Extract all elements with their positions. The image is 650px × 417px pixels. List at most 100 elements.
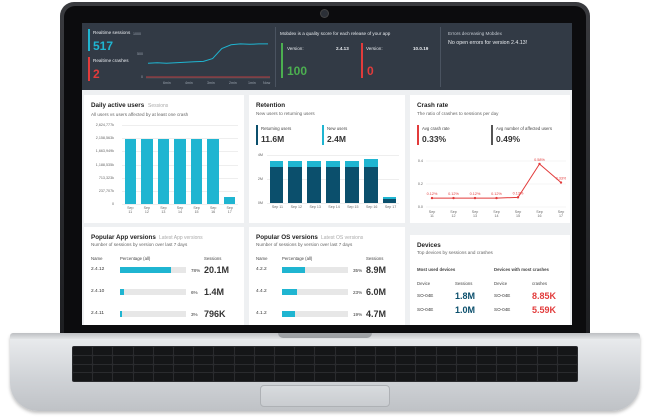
key[interactable] <box>376 347 396 355</box>
key[interactable] <box>73 347 93 355</box>
key[interactable] <box>254 347 274 355</box>
key[interactable] <box>254 364 274 373</box>
key[interactable] <box>194 355 214 364</box>
key[interactable] <box>194 347 214 355</box>
key[interactable] <box>153 373 173 381</box>
key[interactable] <box>315 347 335 355</box>
key[interactable] <box>376 355 396 364</box>
key[interactable] <box>234 373 254 381</box>
key[interactable] <box>214 355 234 364</box>
key[interactable] <box>557 347 577 355</box>
trackpad[interactable] <box>260 385 390 407</box>
key[interactable] <box>73 355 93 364</box>
key[interactable] <box>275 355 295 364</box>
key[interactable] <box>133 347 153 355</box>
key[interactable] <box>396 347 416 355</box>
crash-rate-point[interactable] <box>452 196 455 200</box>
key[interactable] <box>133 364 153 373</box>
key[interactable] <box>477 347 497 355</box>
key[interactable] <box>214 364 234 373</box>
key[interactable] <box>477 364 497 373</box>
key[interactable] <box>436 373 456 381</box>
key[interactable] <box>113 364 133 373</box>
key[interactable] <box>315 355 335 364</box>
key[interactable] <box>295 373 315 381</box>
key[interactable] <box>557 355 577 364</box>
key[interactable] <box>315 364 335 373</box>
key[interactable] <box>557 373 577 381</box>
key[interactable] <box>335 347 355 355</box>
key[interactable] <box>477 355 497 364</box>
key[interactable] <box>477 373 497 381</box>
key[interactable] <box>376 373 396 381</box>
key[interactable] <box>93 355 113 364</box>
key[interactable] <box>234 364 254 373</box>
key[interactable] <box>416 373 436 381</box>
key[interactable] <box>396 373 416 381</box>
key[interactable] <box>234 355 254 364</box>
key[interactable] <box>497 347 517 355</box>
key[interactable] <box>194 364 214 373</box>
key[interactable] <box>537 364 557 373</box>
key[interactable] <box>537 373 557 381</box>
key[interactable] <box>416 347 436 355</box>
crash-rate-point[interactable] <box>430 196 434 200</box>
key[interactable] <box>436 347 456 355</box>
key[interactable] <box>275 347 295 355</box>
key[interactable] <box>416 364 436 373</box>
key[interactable] <box>497 355 517 364</box>
key[interactable] <box>436 364 456 373</box>
key[interactable] <box>517 347 537 355</box>
key[interactable] <box>133 355 153 364</box>
key[interactable] <box>174 373 194 381</box>
key[interactable] <box>557 364 577 373</box>
key[interactable] <box>295 355 315 364</box>
key[interactable] <box>93 364 113 373</box>
key[interactable] <box>396 355 416 364</box>
tab-latest-app-versions[interactable]: Latest App versions <box>159 235 203 241</box>
key[interactable] <box>93 373 113 381</box>
key[interactable] <box>315 373 335 381</box>
key[interactable] <box>174 347 194 355</box>
key[interactable] <box>517 364 537 373</box>
key[interactable] <box>295 347 315 355</box>
tab-sessions[interactable]: Sessions <box>148 103 169 109</box>
key[interactable] <box>456 373 476 381</box>
key[interactable] <box>456 355 476 364</box>
key[interactable] <box>133 373 153 381</box>
key[interactable] <box>174 364 194 373</box>
crash-rate-point[interactable] <box>473 196 477 200</box>
key[interactable] <box>436 355 456 364</box>
key[interactable] <box>234 347 254 355</box>
key[interactable] <box>275 373 295 381</box>
key[interactable] <box>254 355 274 364</box>
crash-rate-point[interactable] <box>559 181 563 184</box>
key[interactable] <box>355 347 375 355</box>
key[interactable] <box>456 364 476 373</box>
key[interactable] <box>73 364 93 373</box>
key[interactable] <box>497 373 517 381</box>
key[interactable] <box>113 347 133 355</box>
key[interactable] <box>335 364 355 373</box>
key[interactable] <box>113 355 133 364</box>
key[interactable] <box>335 355 355 364</box>
key[interactable] <box>153 355 173 364</box>
key[interactable] <box>174 355 194 364</box>
key[interactable] <box>355 355 375 364</box>
key[interactable] <box>537 347 557 355</box>
key[interactable] <box>214 373 234 381</box>
key[interactable] <box>416 355 436 364</box>
key[interactable] <box>153 364 173 373</box>
key[interactable] <box>355 373 375 381</box>
key[interactable] <box>113 373 133 381</box>
key[interactable] <box>194 373 214 381</box>
key[interactable] <box>517 355 537 364</box>
key[interactable] <box>497 364 517 373</box>
crash-rate-point[interactable] <box>538 162 541 166</box>
key[interactable] <box>517 373 537 381</box>
key[interactable] <box>376 364 396 373</box>
key[interactable] <box>295 364 315 373</box>
key[interactable] <box>335 373 355 381</box>
key[interactable] <box>275 364 295 373</box>
key[interactable] <box>93 347 113 355</box>
